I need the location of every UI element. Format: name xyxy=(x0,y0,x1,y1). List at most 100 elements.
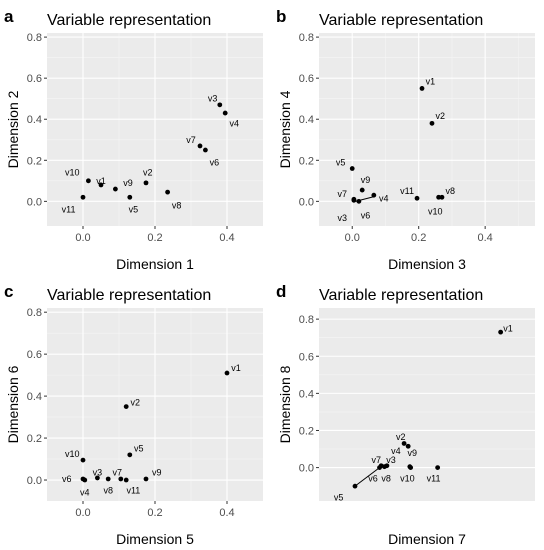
plot-background xyxy=(319,33,535,226)
y-tick-label: 0.0 xyxy=(27,196,42,208)
point-v5 xyxy=(352,483,358,489)
point-label-v11: v11 xyxy=(427,474,441,484)
x-axis-title: Dimension 3 xyxy=(388,256,466,272)
point-label-v11: v11 xyxy=(126,486,140,496)
point-label-v7: v7 xyxy=(186,135,196,145)
point-label-v9: v9 xyxy=(408,448,418,458)
point-label-v1: v1 xyxy=(503,323,513,333)
y-axis-title: Dimension 6 xyxy=(5,365,21,443)
y-tick-label: 0.6 xyxy=(299,351,314,363)
y-tick-label: 0.4 xyxy=(299,114,314,126)
point-label-v6: v6 xyxy=(368,474,378,484)
x-tick-label: 0.4 xyxy=(219,507,234,519)
point-v3 xyxy=(95,475,100,481)
point-label-v9: v9 xyxy=(152,468,162,478)
point-v9 xyxy=(113,186,118,192)
x-tick-label: 0.4 xyxy=(478,232,493,244)
point-label-v2: v2 xyxy=(130,397,140,407)
point-v11 xyxy=(80,194,86,200)
point-label-v2: v2 xyxy=(396,432,406,442)
point-label-v2: v2 xyxy=(143,168,153,178)
x-tick-label: 0.0 xyxy=(345,232,360,244)
panel-letter: d xyxy=(276,282,286,301)
point-v8 xyxy=(165,189,171,195)
y-axis-title: Dimension 4 xyxy=(277,90,293,168)
point-v10 xyxy=(408,465,414,470)
point-v11 xyxy=(414,195,420,201)
x-tick-label: 0.2 xyxy=(411,232,426,244)
point-label-v3: v3 xyxy=(208,94,218,104)
point-v1 xyxy=(498,329,504,335)
y-tick-label: 0.8 xyxy=(27,32,42,44)
point-label-v10: v10 xyxy=(400,474,415,484)
point-label-v6: v6 xyxy=(361,211,371,221)
y-tick-label: 0.0 xyxy=(299,196,314,208)
point-label-v5: v5 xyxy=(129,205,139,215)
label-leader-line xyxy=(354,467,380,487)
point-v5 xyxy=(127,452,133,458)
point-v2 xyxy=(401,441,407,446)
y-tick-label: 0.2 xyxy=(27,433,42,445)
point-v4 xyxy=(371,192,377,198)
point-v4 xyxy=(405,443,411,449)
point-label-v10: v10 xyxy=(428,207,443,217)
point-label-v7: v7 xyxy=(338,189,348,199)
chart-title: Variable representation xyxy=(319,12,483,29)
y-tick-label: 0.4 xyxy=(27,391,42,403)
y-tick-label: 0.0 xyxy=(299,463,314,475)
plot-background xyxy=(319,308,535,501)
point-v5 xyxy=(127,194,133,200)
point-v9 xyxy=(359,187,365,193)
point-label-v7: v7 xyxy=(112,468,122,478)
point-label-v4: v4 xyxy=(229,118,239,128)
point-label-v8: v8 xyxy=(381,474,391,484)
x-axis-title: Dimension 1 xyxy=(116,256,194,272)
y-axis-title: Dimension 8 xyxy=(277,365,293,443)
point-v6 xyxy=(80,476,86,482)
point-v8 xyxy=(439,194,445,200)
point-v6 xyxy=(203,147,208,153)
x-tick-label: 0.4 xyxy=(219,232,234,244)
point-v8 xyxy=(382,464,387,470)
x-tick-label: 0.2 xyxy=(147,232,162,244)
point-label-v3: v3 xyxy=(93,468,103,478)
point-label-v10: v10 xyxy=(65,449,80,459)
point-label-v9: v9 xyxy=(123,178,133,188)
point-v6 xyxy=(356,198,362,204)
y-tick-label: 0.2 xyxy=(27,155,42,167)
point-v7 xyxy=(351,196,357,202)
y-tick-label: 0.6 xyxy=(27,349,42,361)
point-label-v3: v3 xyxy=(338,213,348,223)
point-label-v8: v8 xyxy=(103,486,113,496)
y-tick-label: 0.4 xyxy=(299,388,314,400)
point-v7 xyxy=(197,143,203,149)
chart-title: Variable representation xyxy=(47,12,211,29)
point-v1 xyxy=(224,370,230,376)
y-tick-label: 0.8 xyxy=(299,32,314,44)
panel-letter: a xyxy=(4,7,14,26)
x-tick-label: 0.2 xyxy=(147,507,162,519)
point-v2 xyxy=(143,180,149,186)
point-v1 xyxy=(98,182,104,188)
point-label-v10: v10 xyxy=(65,168,80,178)
panel-b: 0.0 0.2 0.4 0.6 0.8 0.0 0.2 0.4 v1 v2 v3 v4 v5 v6 v7 v8… xyxy=(276,7,535,272)
point-v2 xyxy=(123,404,129,409)
point-label-v1: v1 xyxy=(96,176,106,186)
point-v3 xyxy=(217,102,223,108)
point-label-v4: v4 xyxy=(80,488,90,498)
point-v1 xyxy=(419,86,425,91)
point-label-v7: v7 xyxy=(372,455,382,465)
point-label-v8: v8 xyxy=(172,200,182,210)
point-label-v5: v5 xyxy=(134,444,144,454)
x-tick-label: 0.0 xyxy=(75,232,90,244)
point-v7 xyxy=(118,476,124,482)
point-v9 xyxy=(143,476,149,482)
y-tick-label: 0.2 xyxy=(299,425,314,437)
point-v5 xyxy=(349,166,355,171)
point-label-v6: v6 xyxy=(210,157,220,167)
y-axis-title: Dimension 2 xyxy=(5,90,21,168)
y-tick-label: 0.6 xyxy=(299,73,314,85)
